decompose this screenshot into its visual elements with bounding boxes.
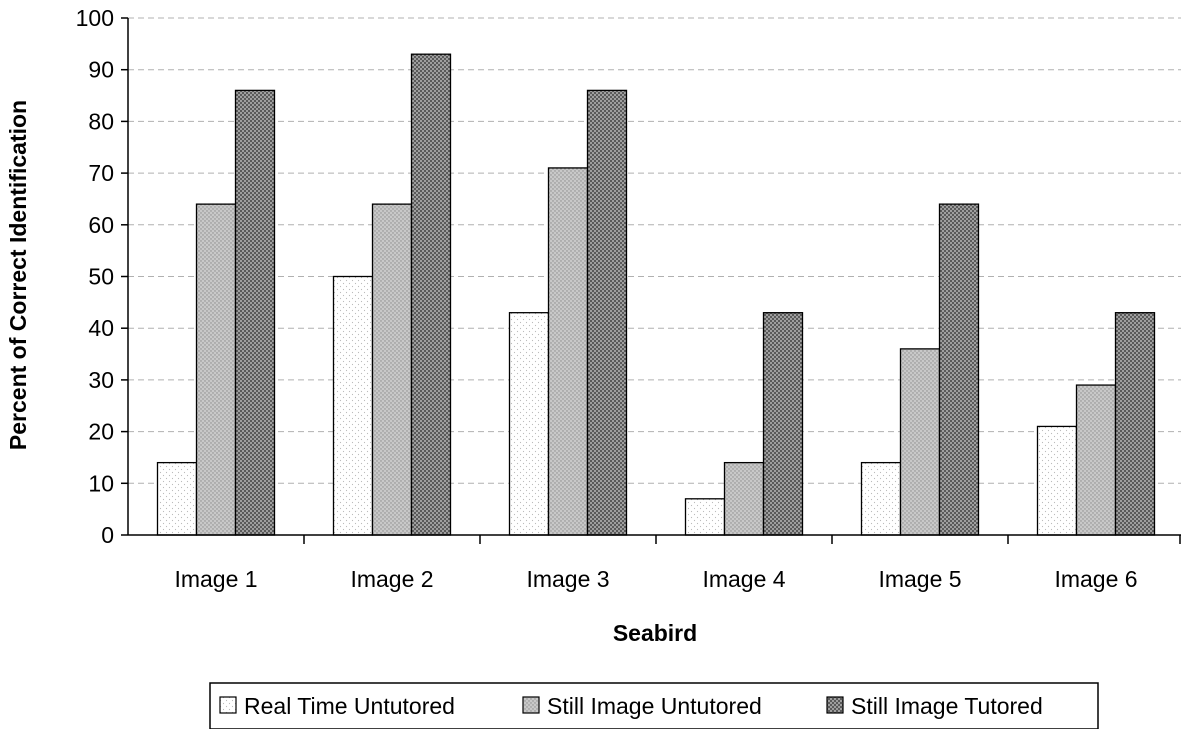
legend-label: Real Time Untutored (244, 693, 455, 719)
bar-real-time-untutored-1 (156, 461, 198, 536)
bar-real-time-untutored-5 (860, 461, 902, 536)
legend-frame (209, 682, 1099, 729)
bar-still-image-untutored-4 (723, 461, 765, 536)
y-tick-label: 30 (88, 367, 114, 393)
y-tick-labels: 0 10 20 30 40 50 60 70 80 90 100 (76, 5, 114, 548)
bar-still-image-tutored-2 (410, 53, 452, 536)
bar-still-image-untutored-5 (899, 348, 941, 536)
y-tick-label: 100 (76, 5, 114, 31)
x-tick-labels: Image 1 Image 2 Image 3 Image 4 Image 5 Image… (174, 566, 1137, 592)
bar-still-image-untutored-3 (547, 167, 589, 536)
bar-real-time-untutored-6 (1036, 425, 1078, 536)
y-tick-label: 40 (88, 315, 114, 341)
legend-swatch (522, 696, 540, 714)
x-tick-label: Image 5 (878, 566, 961, 592)
bar-still-image-tutored-4 (762, 312, 804, 536)
bar-still-image-untutored-6 (1075, 384, 1117, 536)
y-tick-label: 70 (88, 160, 114, 186)
axes (121, 17, 1181, 544)
x-tick-label: Image 2 (350, 566, 433, 592)
bar-still-image-untutored-1 (195, 203, 237, 536)
bars-group (156, 53, 1156, 536)
y-tick-label: 20 (88, 419, 114, 445)
gridlines (128, 17, 1181, 484)
y-tick-label: 10 (88, 470, 114, 496)
legend-swatch (826, 696, 844, 714)
legend: Real Time Untutored Still Image Untutored… (209, 682, 1099, 729)
x-tick-label: Image 4 (702, 566, 785, 592)
bar-still-image-untutored-2 (371, 203, 413, 536)
bar-still-image-tutored-1 (234, 89, 276, 536)
x-axis-title: Seabird (613, 620, 697, 646)
bar-still-image-tutored-3 (586, 89, 628, 536)
legend-label: Still Image Tutored (851, 693, 1043, 719)
bar-still-image-tutored-5 (938, 203, 980, 536)
legend-swatch (219, 696, 237, 714)
y-tick-label: 0 (101, 522, 114, 548)
x-tick-label: Image 1 (174, 566, 257, 592)
bar-real-time-untutored-4 (684, 498, 726, 536)
bar-still-image-tutored-6 (1114, 312, 1156, 536)
x-tick-label: Image 3 (526, 566, 609, 592)
y-tick-label: 80 (88, 108, 114, 134)
bar-real-time-untutored-2 (332, 275, 374, 536)
y-tick-label: 60 (88, 212, 114, 238)
legend-label: Still Image Untutored (547, 693, 762, 719)
bar-real-time-untutored-3 (508, 312, 550, 536)
x-tick-label: Image 6 (1054, 566, 1137, 592)
y-tick-label: 90 (88, 57, 114, 83)
y-tick-label: 50 (88, 264, 114, 290)
y-axis-title: Percent of Correct Identification (5, 100, 31, 450)
